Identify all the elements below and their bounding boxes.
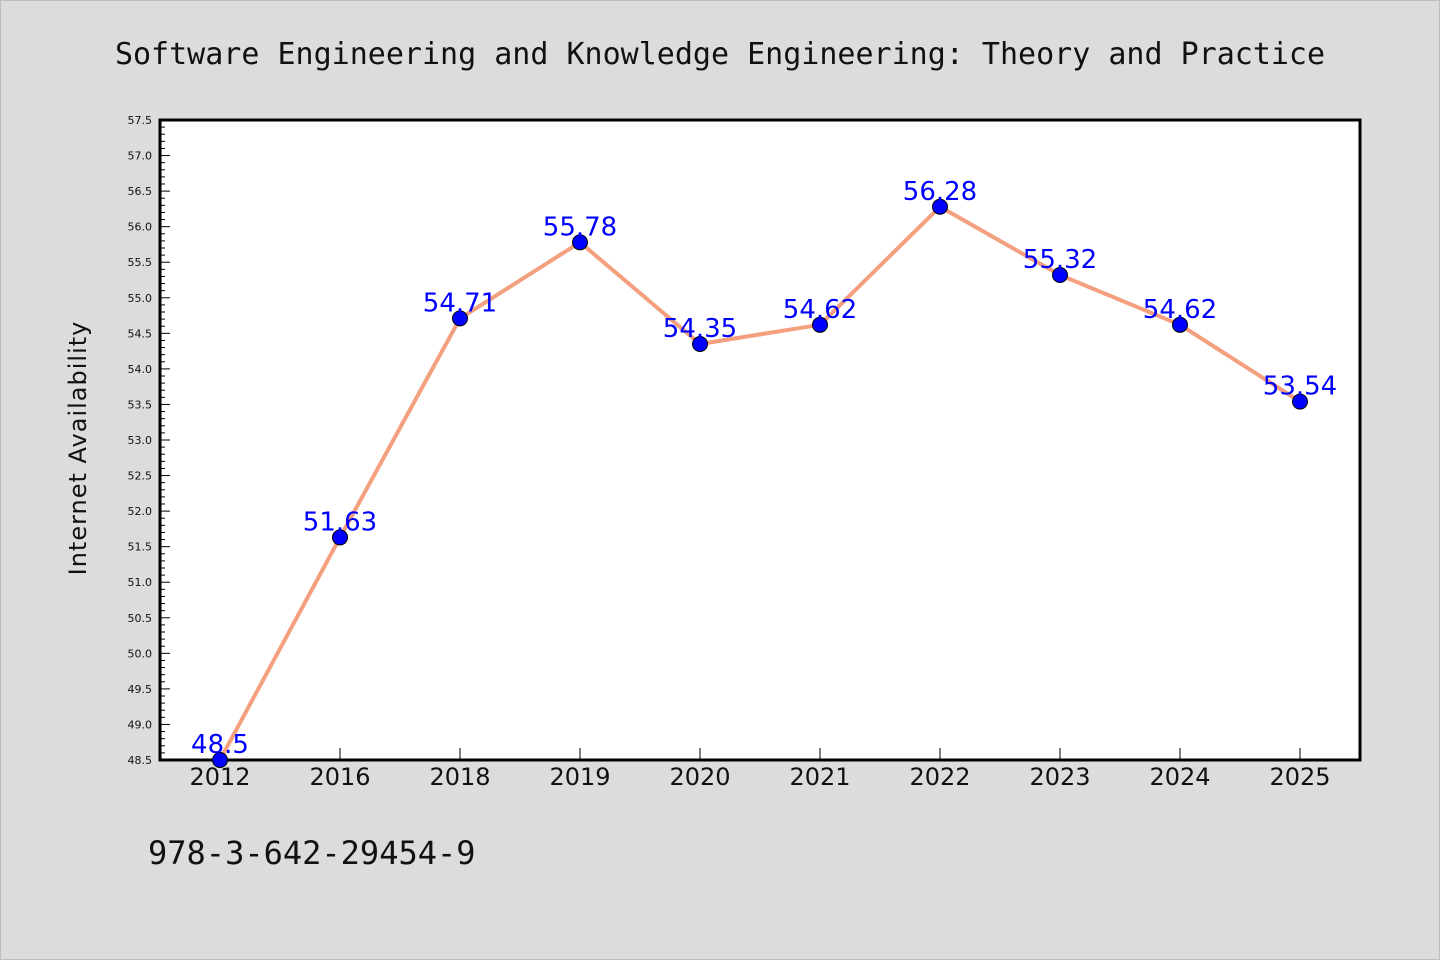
y-tick-label: 51.5: [128, 541, 153, 554]
x-axis-ticks: 2012 2016 2018 2019 2020 2021 2022 2023 2024 2025: [189, 748, 1331, 791]
y-tick-label: 50.0: [128, 647, 153, 660]
y-tick-label: 52.0: [128, 505, 153, 518]
data-point-marker: [332, 529, 348, 546]
data-labels-group: 48.5 51.63 54.71 55.78 54.35 54.62 56.28 55.32 5…: [191, 177, 1337, 760]
series-line-group: [212, 198, 1308, 768]
x-tick-label: 2025: [1269, 763, 1330, 791]
data-label: 55.78: [543, 212, 617, 242]
y-tick-label: 51.0: [128, 576, 153, 589]
y-tick-label: 54.5: [128, 327, 153, 340]
data-point-marker: [572, 234, 588, 251]
data-label: 54.62: [1143, 295, 1217, 325]
data-point-marker: [692, 336, 708, 352]
y-tick-label: 54.0: [128, 363, 153, 376]
data-point-marker: [1052, 267, 1068, 284]
y-tick-label: 52.5: [128, 470, 153, 483]
data-label: 54.71: [423, 288, 497, 318]
data-point-marker: [212, 752, 228, 768]
x-tick-label: 2022: [909, 763, 970, 791]
data-point-marker: [812, 316, 828, 333]
data-label: 54.35: [663, 314, 737, 344]
data-point-marker: [1292, 393, 1308, 410]
x-tick-label: 2018: [429, 763, 490, 791]
x-tick-label: 2016: [309, 763, 370, 791]
y-tick-label: 48.5: [128, 754, 153, 767]
data-label: 51.63: [303, 507, 377, 537]
data-point-marker: [932, 198, 948, 215]
y-axis-ticks: 48.5 49.0 49.5 50.0 50.5 51.0 51.5 52.0 52.5 53.0…: [128, 114, 170, 767]
y-tick-label: 57.5: [128, 114, 153, 127]
plot-area: [158, 118, 1362, 762]
data-label: 55.32: [1023, 245, 1097, 275]
y-tick-label: 49.0: [128, 718, 153, 731]
y-tick-label: 55.0: [128, 292, 153, 305]
y-tick-label: 56.5: [128, 185, 153, 198]
isbn-text: 978-3-642-29454-9: [148, 834, 476, 872]
y-tick-label: 50.5: [128, 612, 153, 625]
data-label: 48.5: [191, 730, 249, 760]
data-label: 54.62: [783, 295, 857, 325]
data-label: 53.54: [1263, 372, 1337, 402]
x-tick-label: 2023: [1029, 763, 1090, 791]
data-point-marker: [452, 310, 468, 327]
y-axis-label: Internet Availability: [64, 321, 92, 576]
y-tick-label: 53.0: [128, 434, 153, 447]
y-tick-label: 55.5: [128, 256, 153, 269]
chart-title: Software Engineering and Knowledge Engin…: [115, 37, 1325, 72]
y-tick-label: 57.0: [128, 150, 153, 163]
x-tick-label: 2020: [669, 763, 730, 791]
y-tick-label: 56.0: [128, 221, 153, 234]
data-point-marker: [1172, 316, 1188, 333]
data-label: 56.28: [903, 177, 977, 207]
y-tick-label: 49.5: [128, 683, 153, 696]
x-tick-label: 2024: [1149, 763, 1210, 791]
x-tick-label: 2019: [549, 763, 610, 791]
series-line: [218, 204, 1302, 761]
x-tick-label: 2021: [789, 763, 850, 791]
y-tick-label: 53.5: [128, 398, 153, 411]
